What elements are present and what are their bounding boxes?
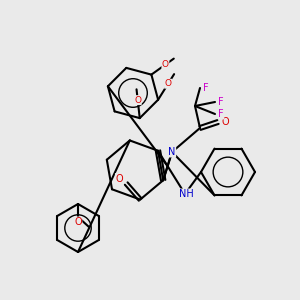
Text: O: O	[74, 217, 82, 227]
Text: F: F	[218, 97, 224, 107]
Text: F: F	[218, 109, 224, 119]
Text: F: F	[203, 83, 209, 93]
Text: O: O	[134, 96, 141, 105]
Text: O: O	[162, 60, 169, 69]
Text: O: O	[116, 173, 123, 184]
Text: O: O	[221, 117, 229, 127]
Text: NH: NH	[178, 189, 194, 199]
Text: N: N	[168, 147, 176, 157]
Text: O: O	[165, 79, 172, 88]
